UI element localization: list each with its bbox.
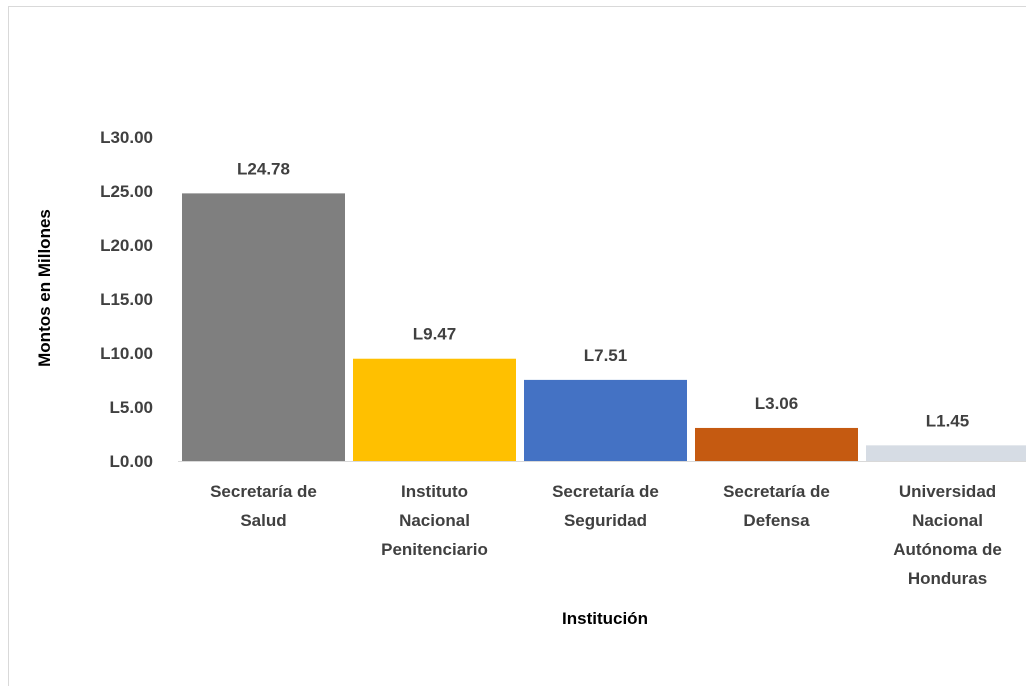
y-tick-label: L0.00: [110, 452, 153, 471]
bar: [866, 445, 1026, 461]
y-tick-label: L20.00: [100, 236, 153, 255]
bars: [182, 193, 1026, 461]
category-label: Secretaría de Seguridad: [552, 482, 659, 530]
data-label: L7.51: [584, 346, 627, 365]
data-label: L24.78: [237, 159, 290, 178]
bar: [524, 379, 687, 461]
y-axis-ticks: L0.00 L5.00 L10.00 L15.00 L20.00 L25.00 L30.00: [100, 128, 153, 471]
y-axis-title: Montos en Millones: [35, 209, 54, 367]
bar: [353, 358, 516, 461]
data-label: L9.47: [413, 325, 456, 344]
y-tick-label: L5.00: [110, 398, 153, 417]
category-labels: Secretaría de Salud Instituto Nacional Penit…: [210, 482, 1002, 588]
chart-frame: [8, 6, 1026, 686]
bar: [695, 427, 858, 461]
y-tick-label: L10.00: [100, 344, 153, 363]
category-label: Secretaría de Salud: [210, 482, 317, 530]
bar: [182, 193, 345, 461]
y-tick-label: L30.00: [100, 128, 153, 147]
y-tick-label: L15.00: [100, 290, 153, 309]
y-tick-label: L25.00: [100, 182, 153, 201]
category-label: Secretaría de Defensa: [723, 482, 830, 530]
category-label: Universidad Nacional Autónoma de Honduras: [893, 482, 1002, 588]
data-label: L3.06: [755, 394, 798, 413]
data-labels: L24.78 L9.47 L7.51 L3.06 L1.45: [237, 159, 969, 430]
data-label: L1.45: [926, 411, 969, 430]
x-axis-title: Institución: [562, 609, 648, 628]
category-label: Instituto Nacional Penitenciario: [381, 482, 488, 559]
